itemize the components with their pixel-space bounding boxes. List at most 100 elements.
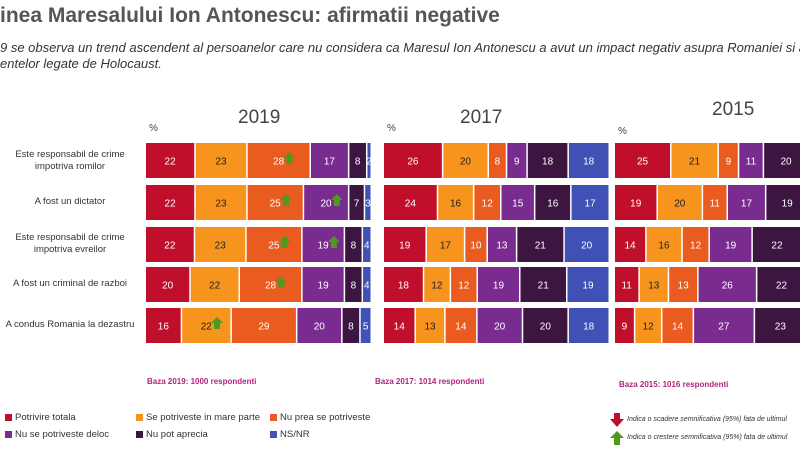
data-label-2015-r0-s1: 21: [689, 157, 701, 168]
bar-segment-2015-r4-s1: [635, 308, 661, 343]
data-label-2015-r2-s2: 12: [690, 241, 702, 252]
year-label-2017: 2017: [460, 107, 503, 128]
legend-label: Nu pot aprecia: [146, 429, 208, 440]
data-label-2017-r4-s5: 18: [583, 322, 595, 333]
data-label-2019-r4-s0: 16: [158, 322, 170, 333]
bar-segment-2019-r2-s4: [345, 227, 362, 262]
percent-label-2019: %: [149, 123, 158, 134]
arrow-up-icon-2019-r0-s2: [283, 152, 296, 164]
bar-segment-2019-r3-s3: [302, 267, 344, 302]
data-label-2017-r0-s2: 8: [495, 157, 501, 168]
data-label-2019-r4-s3: 20: [314, 322, 326, 333]
bar-segment-2019-r4-s5: [360, 308, 371, 343]
data-label-2019-r0-s5: 2: [366, 157, 372, 168]
bar-segment-2017-r1-s4: [535, 185, 571, 220]
legend-swatch: [136, 413, 143, 421]
bar-segment-2015-r2-s1: [646, 227, 682, 262]
data-label-2017-r4-s4: 20: [540, 322, 552, 333]
bar-segment-2017-r4-s2: [445, 308, 477, 343]
data-label-2015-r3-s3: 26: [722, 281, 734, 292]
bar-segment-2017-r4-s5: [568, 308, 609, 343]
data-label-2017-r3-s2: 12: [458, 281, 470, 292]
legend-label: Nu prea se potriveste: [280, 412, 371, 423]
data-label-2017-r0-s3: 9: [514, 157, 520, 168]
legend-swatch: [5, 430, 12, 438]
bar-segment-2017-r2-s4: [517, 227, 564, 262]
data-label-2019-r0-s0: 22: [165, 157, 177, 168]
bar-segment-2015-r3-s4: [757, 267, 800, 302]
data-label-2017-r3-s4: 21: [538, 281, 550, 292]
data-label-2015-r0-s0: 25: [637, 157, 649, 168]
data-label-2017-r2-s3: 13: [496, 241, 508, 252]
arrow-up-green-icon: [610, 431, 624, 445]
bar-segment-2019-r1-s3: [304, 185, 348, 220]
data-label-2019-r2-s5: 4: [364, 241, 370, 252]
bar-segment-2017-r0-s1: [443, 143, 488, 178]
bar-segment-2015-r2-s0: [615, 227, 646, 262]
data-label-2017-r2-s0: 19: [399, 241, 411, 252]
bar-segment-2015-r3-s0: [615, 267, 639, 302]
bar-segment-2015-r0-s0: [615, 143, 670, 178]
data-label-2019-r0-s4: 8: [355, 157, 361, 168]
data-label-2015-r1-s2: 11: [710, 199, 721, 210]
bar-segment-2015-r4-s3: [694, 308, 754, 343]
bar-segment-2017-r3-s2: [451, 267, 477, 302]
data-label-2015-r2-s3: 19: [725, 241, 737, 252]
data-label-2017-r3-s5: 19: [582, 281, 594, 292]
data-label-2019-r4-s1: 22: [201, 322, 213, 333]
bar-segment-2015-r3-s3: [698, 267, 756, 302]
row-label-evrei-line1: Este responsabil de crime: [15, 232, 125, 243]
row-label-romi: Este responsabil de crime impotriva romi…: [0, 149, 140, 173]
base-note-2019: Baza 2019: 1000 respondenti: [147, 377, 257, 386]
arrow-down-red-icon: [610, 413, 624, 427]
bar-segment-2017-r1-s5: [571, 185, 609, 220]
data-label-2017-r0-s5: 18: [583, 157, 595, 168]
bar-segment-2017-r2-s1: [426, 227, 464, 262]
legend-item-nu-prea: Nu prea se potriveste: [270, 412, 370, 423]
bar-segment-2017-r3-s3: [477, 267, 519, 302]
data-label-2015-r1-s3: 17: [741, 199, 753, 210]
data-label-2017-r3-s0: 18: [398, 281, 410, 292]
bar-segment-2015-r4-s0: [615, 308, 634, 343]
bar-segment-2017-r1-s1: [438, 185, 473, 220]
bar-segment-2017-r0-s2: [489, 143, 506, 178]
bar-segment-2017-r1-s3: [501, 185, 534, 220]
bar-segment-2015-r0-s4: [764, 143, 800, 178]
legend-swatch: [5, 413, 12, 421]
data-label-2015-r3-s4: 22: [776, 281, 788, 292]
bar-segment-2015-r4-s4: [755, 308, 800, 343]
data-label-2017-r4-s3: 20: [494, 322, 506, 333]
data-label-2015-r1-s4: 19: [782, 199, 794, 210]
bar-segment-2017-r4-s4: [523, 308, 568, 343]
data-label-2019-r1-s4: 7: [354, 199, 360, 210]
bar-segment-2015-r0-s2: [718, 143, 738, 178]
data-label-2019-r2-s3: 19: [318, 241, 330, 252]
base-note-2017: Baza 2017: 1014 respondenti: [375, 377, 485, 386]
bar-segment-2019-r4-s2: [231, 308, 296, 343]
bar-segment-2015-r1-s0: [615, 185, 657, 220]
arrow-up-icon-2019-r3-s2: [275, 276, 288, 288]
bar-segment-2019-r3-s0: [146, 267, 190, 302]
data-label-2019-r3-s3: 19: [318, 281, 330, 292]
bar-segment-2019-r4-s3: [297, 308, 342, 343]
row-label-evrei: Este responsabil de crime impotriva evre…: [0, 232, 140, 256]
data-label-2015-r2-s0: 14: [625, 241, 637, 252]
bar-segment-2019-r0-s0: [146, 143, 195, 178]
data-label-2017-r1-s0: 24: [405, 199, 417, 210]
data-label-2019-r0-s1: 23: [215, 157, 227, 168]
bar-segment-2015-r0-s3: [739, 143, 763, 178]
bar-segment-2015-r3-s2: [669, 267, 698, 302]
legend-swatch: [270, 413, 277, 421]
data-label-2015-r2-s4: 22: [771, 241, 783, 252]
legend-item-potrivire-totala: Potrivire totala: [5, 412, 76, 423]
legend-item-deloc: Nu se potriveste deloc: [5, 429, 109, 440]
data-label-2015-r3-s0: 11: [621, 281, 632, 292]
bar-segment-2019-r2-s1: [195, 227, 246, 262]
bar-segment-2019-r1-s0: [146, 185, 195, 220]
data-label-2019-r1-s0: 22: [165, 199, 177, 210]
data-label-2015-r4-s4: 23: [775, 322, 787, 333]
bar-segment-2015-r1-s2: [703, 185, 727, 220]
data-label-2015-r1-s0: 19: [630, 199, 642, 210]
row-label-dictator-line1: A fost un dictator: [34, 196, 106, 207]
